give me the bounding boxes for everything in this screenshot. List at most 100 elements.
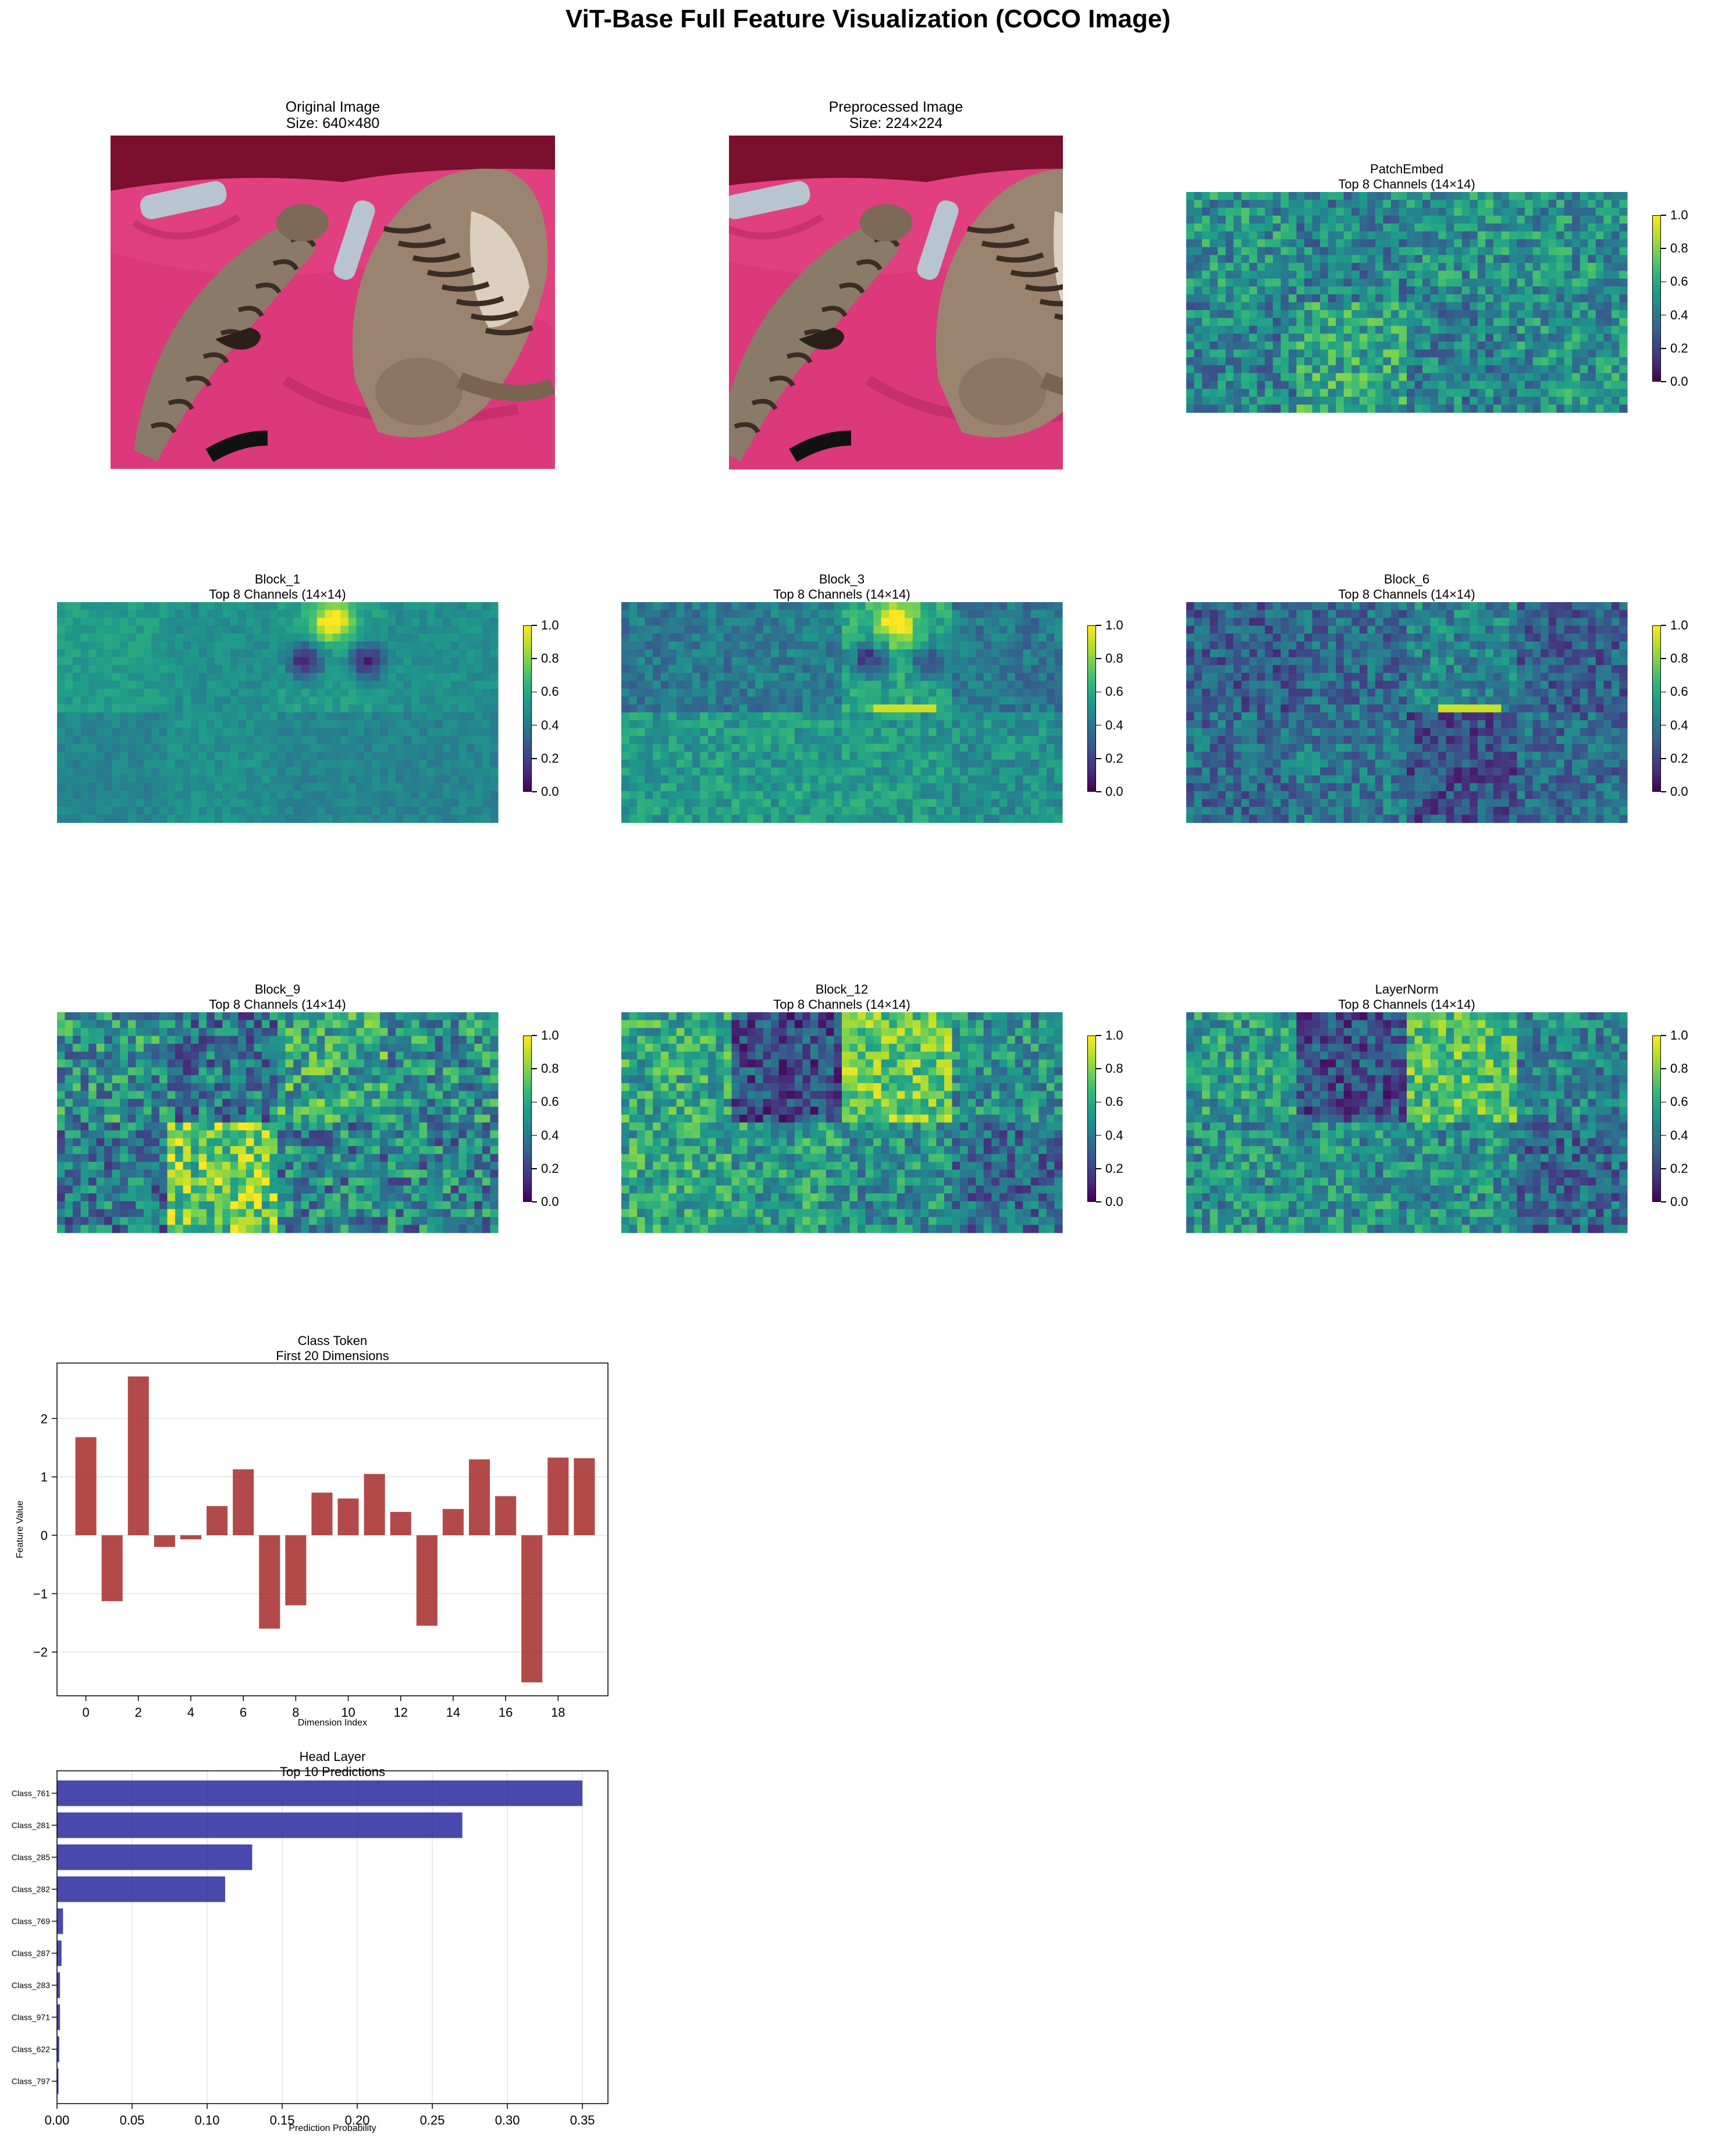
class-token-bar-3 bbox=[154, 1535, 175, 1547]
colorbar-tick-2-5: 1.0 bbox=[1105, 618, 1123, 632]
colorbar-tick-4-5: 1.0 bbox=[541, 1028, 559, 1042]
colorbar-tick-mark-3-3 bbox=[1661, 691, 1666, 693]
heatmap-title-text-0: PatchEmbed bbox=[1370, 162, 1443, 176]
colorbar-4 bbox=[523, 1036, 532, 1202]
colorbar-tick-5-2: 0.4 bbox=[1105, 1127, 1123, 1143]
class-token-xtick-5: 10 bbox=[341, 1705, 355, 1720]
class-token-xtick-4: 8 bbox=[292, 1705, 299, 1720]
colorbar-tick-3-3: 0.6 bbox=[1670, 684, 1688, 699]
original-image bbox=[111, 136, 555, 469]
colorbar-tick-0-0: 0.0 bbox=[1670, 374, 1688, 389]
colorbar-tick-5-3: 0.6 bbox=[1105, 1094, 1123, 1109]
colorbar-tick-0-3: 0.6 bbox=[1670, 274, 1688, 289]
head-layer-bar-7 bbox=[57, 2004, 61, 2030]
class-token-xtick-7: 14 bbox=[446, 1705, 460, 1720]
heatmap-title-3: Block_6 Top 8 Channels (14×14) bbox=[1186, 572, 1627, 602]
colorbar-tick-4-1: 0.2 bbox=[541, 1161, 559, 1176]
colorbar-tick-mark-5-3 bbox=[1096, 1101, 1101, 1103]
colorbar-tick-4-3: 0.6 bbox=[541, 1094, 559, 1109]
head-layer-ytick-0: Class_761 bbox=[12, 1789, 50, 1798]
heatmap-subtitle-4: Top 8 Channels (14×14) bbox=[209, 997, 346, 1012]
colorbar-tick-mark-6-0 bbox=[1661, 1201, 1666, 1202]
colorbar-6 bbox=[1652, 1036, 1661, 1202]
colorbar-tick-mark-5-4 bbox=[1096, 1068, 1101, 1069]
colorbar-tick-6-0: 0.0 bbox=[1670, 1194, 1688, 1209]
colorbar-tick-3-4: 0.8 bbox=[1670, 651, 1688, 666]
class-token-bar-4 bbox=[180, 1535, 202, 1540]
colorbar-tick-mark-1-2 bbox=[532, 724, 537, 726]
colorbar-tick-0-1: 0.2 bbox=[1670, 340, 1688, 355]
class-token-ytick-1: −1 bbox=[33, 1586, 48, 1601]
class-token-bar-0 bbox=[75, 1437, 97, 1536]
head-layer-frame bbox=[56, 1770, 609, 2104]
colorbar-tick-mark-3-2 bbox=[1661, 724, 1666, 726]
colorbar-tick-mark-4-0 bbox=[532, 1201, 537, 1202]
colorbar-tick-mark-5-1 bbox=[1096, 1168, 1101, 1169]
head-layer-xtick-4: 0.20 bbox=[345, 2113, 370, 2127]
colorbar-tick-1-5: 1.0 bbox=[541, 618, 559, 632]
class-token-xtick-1: 2 bbox=[135, 1705, 142, 1720]
colorbar-tick-0-5: 1.0 bbox=[1670, 208, 1688, 222]
colorbar-tick-1-4: 0.8 bbox=[541, 651, 559, 666]
head-layer-bar-0 bbox=[57, 1780, 583, 1806]
cats-photo-icon bbox=[111, 136, 555, 469]
class-token-bar-7 bbox=[259, 1535, 280, 1629]
head-layer-xtick-6: 0.30 bbox=[495, 2113, 520, 2127]
heatmap-title-text-3: Block_6 bbox=[1383, 572, 1430, 586]
colorbar-tick-4-4: 0.8 bbox=[541, 1061, 559, 1076]
class-token-bar-2 bbox=[127, 1376, 149, 1536]
colorbar-tick-1-2: 0.4 bbox=[541, 717, 559, 732]
heatmap-title-6: LayerNorm Top 8 Channels (14×14) bbox=[1186, 982, 1627, 1012]
class-token-bar-12 bbox=[390, 1511, 411, 1536]
heatmap-1 bbox=[57, 602, 499, 823]
colorbar-tick-mark-1-3 bbox=[532, 691, 537, 693]
class-token-bar-15 bbox=[468, 1459, 490, 1536]
head-layer-bar-1 bbox=[57, 1812, 463, 1838]
class-token-ytick-3: 1 bbox=[41, 1470, 48, 1485]
head-layer-title: Head Layer Top 10 Predictions bbox=[57, 1749, 608, 1780]
colorbar-tick-mark-1-1 bbox=[532, 758, 537, 759]
colorbar-tick-1-0: 0.0 bbox=[541, 784, 559, 799]
colorbar-tick-mark-4-2 bbox=[532, 1134, 537, 1136]
colorbar-tick-0-2: 0.4 bbox=[1670, 307, 1688, 322]
head-layer-ytick-8: Class_622 bbox=[12, 2045, 50, 2054]
colorbar-tick-2-1: 0.2 bbox=[1105, 750, 1123, 766]
preprocessed-image bbox=[729, 136, 1063, 469]
heatmap-subtitle-3: Top 8 Channels (14×14) bbox=[1338, 587, 1475, 602]
colorbar-tick-6-5: 1.0 bbox=[1670, 1028, 1688, 1042]
colorbar-tick-mark-2-1 bbox=[1096, 758, 1101, 759]
colorbar-tick-mark-5-5 bbox=[1096, 1035, 1101, 1036]
colorbar-tick-mark-3-1 bbox=[1661, 758, 1666, 759]
colorbar-1 bbox=[523, 625, 532, 792]
colorbar-tick-3-0: 0.0 bbox=[1670, 784, 1688, 799]
class-token-bar-19 bbox=[574, 1458, 595, 1536]
colorbar-tick-2-3: 0.6 bbox=[1105, 684, 1123, 699]
colorbar-tick-6-4: 0.8 bbox=[1670, 1061, 1688, 1076]
class-token-bar-6 bbox=[233, 1469, 254, 1536]
head-layer-bar-8 bbox=[57, 2036, 59, 2062]
class-token-bar-5 bbox=[207, 1506, 228, 1536]
colorbar-tick-mark-6-1 bbox=[1661, 1168, 1666, 1169]
heatmap-title-2: Block_3 Top 8 Channels (14×14) bbox=[621, 572, 1062, 602]
colorbar-tick-mark-3-5 bbox=[1661, 625, 1666, 626]
colorbar-2 bbox=[1087, 625, 1096, 792]
class-token-bar-1 bbox=[101, 1535, 123, 1602]
colorbar-tick-mark-0-3 bbox=[1661, 281, 1666, 283]
colorbar-tick-mark-4-4 bbox=[532, 1068, 537, 1069]
colorbar-tick-5-0: 0.0 bbox=[1105, 1194, 1123, 1209]
colorbar-tick-mark-4-5 bbox=[532, 1035, 537, 1036]
colorbar-tick-mark-6-2 bbox=[1661, 1134, 1666, 1136]
class-token-xtick-2: 4 bbox=[187, 1705, 194, 1720]
original-image-size: Size: 640×480 bbox=[286, 115, 380, 131]
class-token-xtick-3: 6 bbox=[240, 1705, 247, 1720]
colorbar-tick-3-1: 0.2 bbox=[1670, 750, 1688, 766]
heatmap-subtitle-6: Top 8 Channels (14×14) bbox=[1338, 997, 1475, 1012]
colorbar-tick-mark-2-4 bbox=[1096, 658, 1101, 659]
colorbar-tick-5-5: 1.0 bbox=[1105, 1028, 1123, 1042]
colorbar-tick-mark-2-0 bbox=[1096, 791, 1101, 792]
heatmap-title-text-2: Block_3 bbox=[819, 572, 865, 586]
colorbar-tick-0-4: 0.8 bbox=[1670, 241, 1688, 256]
head-layer-bar-2 bbox=[57, 1844, 252, 1870]
colorbar-tick-6-2: 0.4 bbox=[1670, 1127, 1688, 1143]
